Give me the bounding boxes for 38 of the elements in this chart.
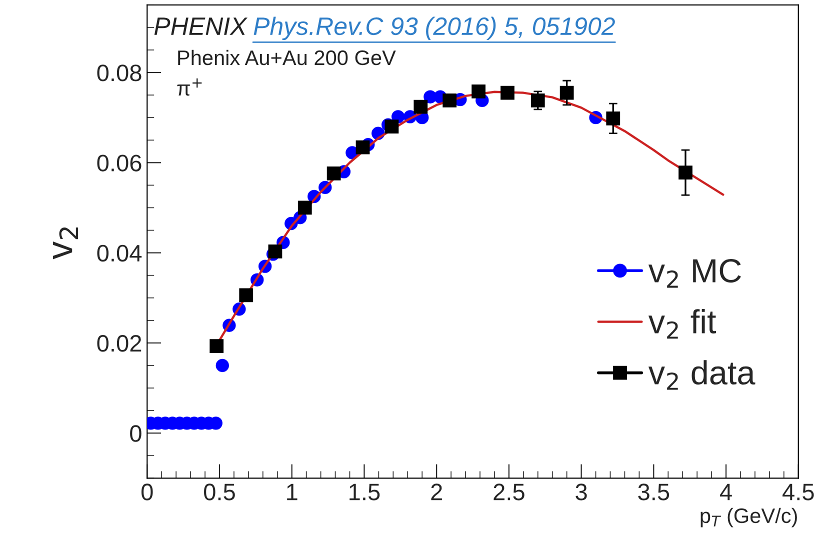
annotation: PHENIX <box>154 18 248 35</box>
x-axis-title: p$_{T}$ (GeV/c) <box>700 508 797 528</box>
y-tick-label: 0.02 <box>97 335 142 352</box>
point <box>384 120 399 134</box>
point <box>268 244 282 258</box>
point <box>500 86 514 100</box>
point <box>356 140 370 154</box>
annotation: Phys.Rev.C 93 (2016) 5, 051902 <box>254 16 615 40</box>
point <box>210 339 224 354</box>
x-tick-label: 4 <box>720 484 732 500</box>
y-axis-title: v$_{2}$ <box>53 227 78 260</box>
point <box>530 94 545 108</box>
y-tick-label: 0.08 <box>97 64 142 82</box>
point <box>298 200 312 215</box>
x-tick-label: 0.5 <box>204 484 235 500</box>
legend-label: v$_{2}$ fit <box>648 309 716 339</box>
point <box>414 100 428 114</box>
point <box>442 94 457 108</box>
annotation: Phenix Au+Au 200 GeV <box>178 50 396 66</box>
y-tick-label: 0 <box>130 425 142 442</box>
x-tick-label: 3 <box>576 484 587 500</box>
y-tick-label: 0.04 <box>97 244 142 262</box>
legend-label: v$_{2}$ MC <box>648 258 741 288</box>
x-tick-label: 4.5 <box>782 484 814 500</box>
point <box>239 288 254 302</box>
x-tick-label: 1.5 <box>350 484 380 500</box>
point <box>216 358 229 372</box>
x-tick-label: 3.5 <box>638 484 670 500</box>
x-tick-label: 2.5 <box>494 484 524 500</box>
point <box>606 112 620 126</box>
x-tick-label: 1 <box>287 484 298 500</box>
annotation: π$^{+}$ <box>177 78 202 96</box>
point <box>326 166 341 180</box>
x-tick-label: 2 <box>431 484 442 500</box>
y-tick-label: 0.06 <box>97 154 142 172</box>
legend-label: v$_{2}$ data <box>648 360 756 390</box>
x-tick-label: 0 <box>141 484 153 500</box>
point <box>472 84 486 98</box>
